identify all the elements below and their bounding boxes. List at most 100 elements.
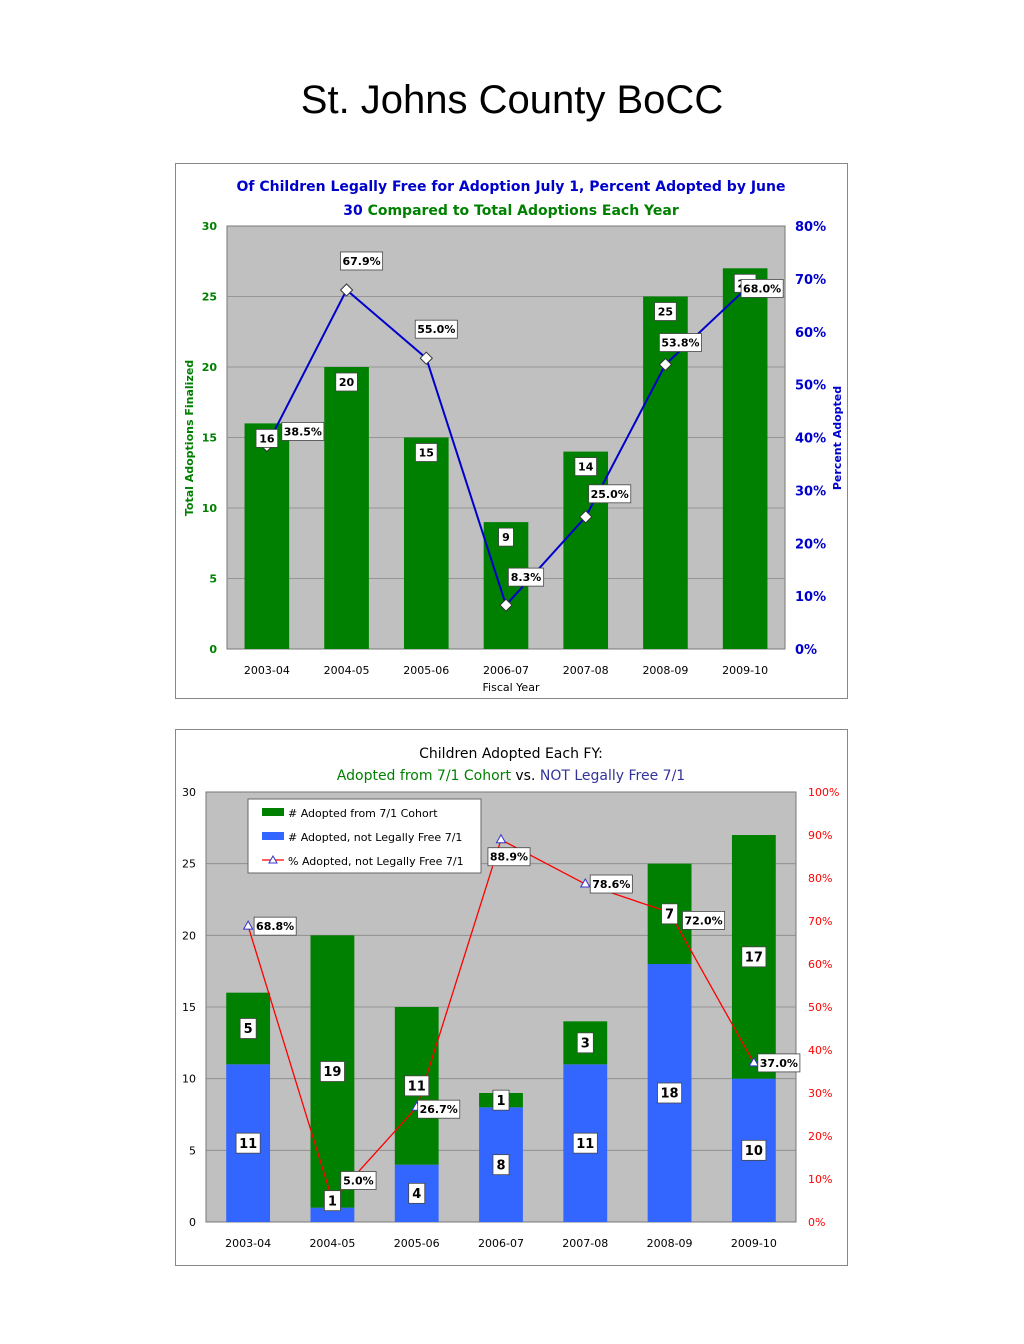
chart-1-y2-tick-label: 50% — [795, 379, 826, 394]
chart-1-y-tick-label: 15 — [202, 432, 217, 445]
chart-2-not-free-value-label-box — [572, 1132, 598, 1154]
chart-1-y2-tick-label: 80% — [795, 220, 826, 235]
chart-1-bar — [403, 437, 449, 649]
chart-2-cohort-value-label-box — [576, 1032, 594, 1054]
chart-2-percent-label-box — [757, 1053, 801, 1073]
chart-1-x-tick-label: 2003-04 — [244, 664, 290, 677]
chart-1-percent-label: 8.3% — [511, 571, 542, 584]
chart-1-percent-label-box — [414, 319, 458, 339]
chart-1-x-tick-label: 2007-08 — [563, 664, 609, 677]
chart-2-x-tick-label: 2003-04 — [225, 1237, 271, 1250]
chart-2-percent-label: 37.0% — [760, 1057, 798, 1070]
chart-2-cohort-value-label: 7 — [665, 908, 674, 923]
chart-1-bar-value-label-box — [335, 372, 358, 392]
chart-1-bar — [563, 451, 609, 649]
chart-1-title-line-2-a: 30 — [343, 203, 363, 219]
chart-2-cohort-value-label-box — [239, 1018, 257, 1039]
chart-2-cohort-value-label-box — [492, 1089, 510, 1111]
chart-2-cohort-value-label-box — [404, 1075, 430, 1097]
chart-1-x-tick-label: 2004-05 — [324, 664, 370, 677]
chart-1-bar-value-label: 9 — [502, 531, 510, 544]
chart-2-x-tick-label: 2005-06 — [394, 1237, 440, 1250]
chart-1-y2-tick-label: 20% — [795, 537, 826, 552]
chart-2-title-line-2-b: vs. — [511, 768, 540, 784]
chart-1-x-tick-label: 2006-07 — [483, 664, 529, 677]
chart-1-y2-tick-label: 10% — [795, 590, 826, 605]
chart-1-y-tick-label: 30 — [202, 220, 218, 233]
chart-1-x-tick-label: 2008-09 — [642, 664, 688, 677]
chart-2-y-tick-label: 30 — [182, 786, 196, 799]
page-title: St. Johns County BoCC — [300, 78, 724, 122]
chart-2-data-labels: 111 48111810519111371768.8%5.0%26.7%88.9%… — [235, 847, 801, 1212]
chart-1-percent-label: 25.0% — [591, 488, 629, 501]
chart-2-cohort-value-label: 19 — [323, 1065, 341, 1080]
chart-2-y2-tick-label: 40% — [808, 1044, 832, 1057]
chart-2-y2-tick-label: 80% — [808, 872, 832, 885]
chart-1-left-axis-ticks: 0 5 10 15 20 25 30 — [202, 220, 218, 656]
chart-2-percent-label-box — [589, 874, 633, 894]
chart-2-right-axis-ticks: 0% 10% 20% 30% 40% 50% 60% 70% 80% 90% 100% — [808, 786, 839, 1229]
chart-1-bar-value-label: 14 — [578, 461, 594, 474]
chart-2-percent-label-box — [340, 1171, 377, 1190]
chart-2-y2-tick-label: 10% — [808, 1173, 832, 1186]
chart-2-not-free-value-label-box — [235, 1132, 261, 1154]
chart-1-bar — [722, 268, 768, 649]
legend-item-not-free: # Adopted, not Legally Free 7/1 — [288, 831, 462, 844]
chart-2-y-tick-label: 15 — [182, 1001, 196, 1014]
chart-1-diamond-marker — [579, 510, 593, 524]
legend-swatch-not-free — [262, 832, 284, 840]
chart-2-triangle-marker-icon — [748, 1056, 760, 1067]
chart-2-triangle-marker-icon — [242, 920, 254, 930]
chart-1-y-tick-label: 5 — [209, 573, 217, 586]
chart-2-x-axis-ticks: 2003-04 2004-05 2005-06 2006-07 2007-08 2008-… — [225, 1237, 777, 1250]
chart-1-x-axis-label: Fiscal Year — [483, 681, 540, 694]
chart-2-y2-tick-label: 90% — [808, 829, 832, 842]
legend-triangle-marker-icon — [268, 854, 278, 864]
chart-1-percent-label-box — [740, 279, 784, 298]
chart-2-title-line-2-c: NOT Legally Free 7/1 — [540, 768, 685, 784]
chart-2-cohort-value-label: 1 — [496, 1094, 505, 1109]
chart-2-percent-label: 68.8% — [256, 920, 294, 933]
chart-1-gridlines — [227, 296, 785, 579]
chart-2-y2-tick-label: 0% — [808, 1216, 825, 1229]
chart-1-adoptions-vs-percent: Of Children Legally Free for Adoption Ju… — [175, 163, 848, 699]
chart-1-percent-label: 53.8% — [661, 336, 699, 349]
chart-2-x-tick-label: 2009-10 — [731, 1237, 777, 1250]
chart-2-percent-label-box — [682, 910, 726, 930]
chart-2-y-tick-label: 20 — [182, 929, 196, 942]
chart-1-percent-label-box — [281, 422, 325, 441]
chart-2-x-tick-label: 2004-05 — [309, 1237, 355, 1250]
chart-2-legend: # Adopted from 7/1 Cohort # Adopted, not… — [247, 798, 482, 874]
chart-1-title-line-2: 30 Compared to Total Adoptions Each Year — [343, 203, 679, 219]
chart-1-bar-value-label-box — [574, 457, 597, 477]
legend-item-cohort: # Adopted from 7/1 Cohort — [288, 807, 438, 820]
chart-2-not-free-value-label-box — [408, 1182, 426, 1204]
chart-2-y2-tick-label: 60% — [808, 958, 832, 971]
chart-1-percent-label: 55.0% — [417, 323, 455, 336]
chart-2-cohort-value-label-box — [319, 1061, 345, 1082]
chart-2-y-tick-label: 25 — [182, 858, 196, 871]
chart-2-not-free-value-label-box — [741, 1139, 767, 1161]
chart-1-y2-tick-label: 60% — [795, 326, 826, 341]
chart-1-diamond-marker — [658, 357, 673, 372]
chart-2-x-tick-label: 2007-08 — [562, 1237, 608, 1250]
chart-1-bar-value-label: 15 — [419, 446, 434, 459]
chart-1-bar-value-label-box — [654, 302, 677, 321]
chart-1-bar — [244, 423, 290, 649]
chart-1-line — [260, 282, 752, 612]
chart-1-bar — [643, 296, 688, 649]
chart-2-title-line-1: Children Adopted Each FY: — [419, 746, 603, 762]
chart-1-y2-axis-label: Percent Adopted — [831, 386, 844, 490]
chart-1-bar-value-label-box — [415, 443, 438, 462]
chart-2-not-free-value-label-box — [323, 1190, 341, 1212]
chart-2-percent-label-box — [487, 847, 531, 867]
chart-2-y-tick-label: 10 — [182, 1073, 196, 1086]
chart-2-percent-label: 5.0% — [343, 1174, 374, 1187]
chart-1-percent-label: 67.9% — [342, 255, 380, 268]
chart-2-y-tick-label: 0 — [189, 1216, 196, 1229]
chart-1-bar-value-label: 20 — [339, 376, 355, 389]
chart-1-data-labels: 162015914252738.5%67.9%55.0%8.3%25.0%53.… — [255, 251, 784, 587]
chart-2-cohort-value-label-box — [741, 946, 767, 968]
chart-2-x-tick-label: 2008-09 — [647, 1237, 693, 1250]
chart-1-percent-label: 38.5% — [284, 425, 322, 438]
